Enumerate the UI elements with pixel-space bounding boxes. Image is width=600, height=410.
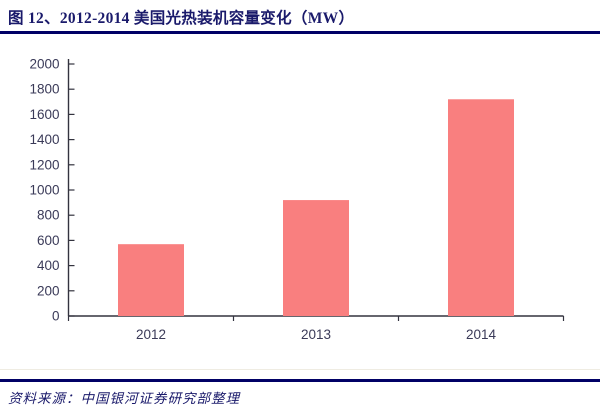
bar-chart: 0 200 400 600 800 1000 1200 1400 1600 1800 2000 201… (29, 57, 565, 342)
bar-2013 (283, 200, 349, 316)
y-tick-label: 1000 (29, 183, 59, 198)
bar-2014 (448, 99, 514, 316)
y-tick-label: 0 (52, 309, 60, 324)
y-tick-label: 2000 (29, 57, 59, 72)
y-tick-label: 1600 (29, 107, 59, 122)
footer-rule (0, 379, 600, 382)
y-tick-label: 800 (37, 208, 60, 223)
y-tick-label: 200 (37, 283, 60, 298)
source-note: 资料来源：中国银河证券研究部整理 (8, 391, 240, 406)
figure-title: 图 12、2012-2014 美国光热装机容量变化（MW） (8, 10, 355, 27)
y-tick-label: 400 (37, 258, 60, 273)
y-tick-label: 1400 (29, 132, 59, 147)
y-tick-label: 600 (37, 233, 60, 248)
x-tick-label: 2012 (136, 327, 166, 342)
chart-bottom-edge (0, 369, 600, 370)
y-tick-label: 1800 (29, 82, 59, 97)
y-tick-label: 1200 (29, 157, 59, 172)
x-tick-label: 2013 (301, 327, 331, 342)
bar-2012 (118, 244, 184, 316)
x-tick-label: 2014 (466, 327, 497, 342)
title-rule (0, 31, 600, 34)
